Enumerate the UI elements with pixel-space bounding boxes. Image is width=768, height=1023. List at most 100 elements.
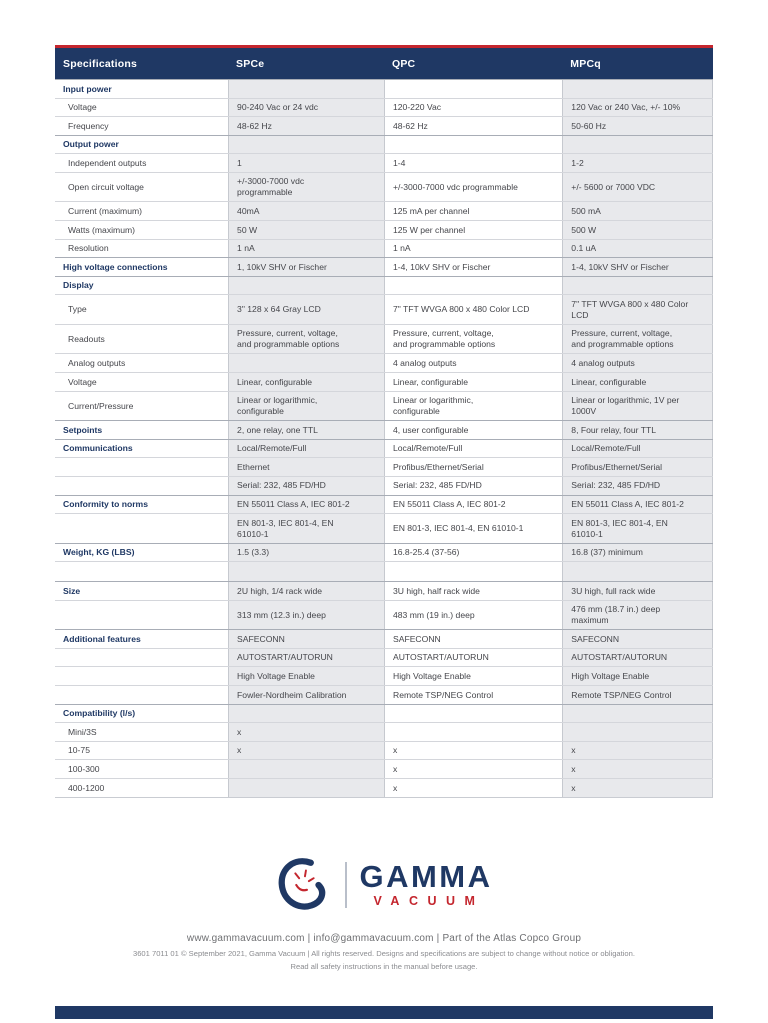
table-row: Voltage 90-240 Vac or 24 vdc 120-220 Vac 12… [55,97,713,117]
spec-value: 40mA [228,202,384,221]
spec-value: 3U high, full rack wide [562,582,713,600]
column-header-specifications: Specifications [63,57,137,70]
spec-value: Serial: 232, 485 FD/HD [383,476,562,495]
gamma-vacuum-logo-icon [279,858,326,910]
spec-label [55,601,228,630]
spec-value: 483 mm (19 in.) deep [383,600,562,630]
spec-value: 50 W [228,221,384,239]
spec-value: 500 mA [562,202,713,221]
spec-label [55,649,228,667]
spec-value: 48-62 Hz [228,117,384,135]
footer-copyright-line: 3601 7011 01 © September 2021, Gamma Vac… [132,949,635,958]
spec-value [228,779,384,797]
table-row: High voltage connections 1, 10kV SHV or F… [55,257,713,276]
table-row [55,561,713,582]
table-row: Open circuit voltage +/-3000-7000 vdc pro… [55,171,713,202]
spec-value: Linear or logarithmic, configurable [383,391,562,421]
spec-value: 1-4, 10kV SHV or Fischer [383,258,562,276]
table-row: Current/Pressure Linear or logarithmic, c… [55,390,713,421]
spec-value: EN 55011 Class A, IEC 801-2 [383,495,562,514]
table-row: Resolution 1 nA 1 nA 0.1 uA [55,238,713,258]
spec-label: Current (maximum) [68,206,143,217]
spec-value [562,276,713,295]
spec-value: EN 801-3, IEC 801-4, EN 61010-1 [383,514,562,543]
spec-label: Output power [63,139,119,150]
spec-value: +/-3000-7000 vdc programmable [383,172,562,202]
spec-value: 4, user configurable [383,421,562,439]
footer-safety-line: Read all safety instructions in the manu… [290,962,478,971]
spec-value [228,80,384,98]
spec-label: Size [63,585,81,596]
spec-label [55,514,228,543]
table-row: Input power [55,79,713,98]
spec-value: x [383,741,562,760]
table-row: 313 mm (12.3 in.) deep 483 mm (19 in.) de… [55,599,713,630]
table-row: Additional features SAFECONN SAFECONN SAFEC… [55,629,713,648]
spec-value: SAFECONN [228,630,384,648]
spec-value [228,562,384,582]
page-footer: www.gammavacuum.com | info@gammavacuum.c… [0,933,768,971]
spec-value [383,135,562,154]
spec-value: AUTOSTART/AUTORUN [562,648,713,667]
table-row: Analog outputs 4 analog outputs 4 analog o… [55,353,713,373]
spec-label: Conformity to norms [63,499,148,510]
logo-divider [345,862,348,908]
spec-value [562,80,713,98]
spec-value: Pressure, current, voltage, and programm… [383,324,562,354]
table-row: Compatibility (l/s) [55,703,713,723]
spec-value: 500 W [562,221,713,239]
spec-value [562,562,713,582]
spec-label [55,458,228,476]
spec-value: +/- 5600 or 7000 VDC [562,172,713,202]
spec-value: 1 nA [228,239,384,258]
spec-value: High Voltage Enable [562,667,713,686]
spec-value [228,135,384,154]
spec-value: Linear, configurable [383,373,562,391]
spec-value: 7" TFT WVGA 800 x 480 Color LCD [383,295,562,324]
spec-label: Open circuit voltage [68,181,144,192]
footer-contact-line: www.gammavacuum.com | info@gammavacuum.c… [186,933,582,944]
spec-value [228,354,384,373]
spec-value: 3" 128 x 64 Gray LCD [228,295,384,324]
spec-label: Input power [63,83,112,94]
table-row: Mini/3S x [55,722,713,741]
spec-value [562,723,713,741]
spec-label: 10-75 [68,745,90,756]
spec-value: EN 55011 Class A, IEC 801-2 [228,495,384,514]
spec-value [228,704,384,723]
spec-label: 400-1200 [68,782,105,793]
spec-value: Local/Remote/Full [562,439,713,458]
spec-label: Frequency [68,120,109,131]
spec-value: High Voltage Enable [383,667,562,686]
spec-value [383,276,562,295]
spec-value: x [228,741,384,760]
column-header-qpc: QPC [391,57,416,70]
table-row: High Voltage Enable High Voltage Enable Hi… [55,666,713,686]
spec-label: Weight, KG (LBS) [63,547,135,558]
spec-label: Setpoints [63,424,103,435]
table-row: Independent outputs 1 1-4 1-2 [55,153,713,172]
spec-value: 476 mm (18.7 in.) deep maximum [562,600,713,630]
table-row: Frequency 48-62 Hz 48-62 Hz 50-60 Hz [55,116,713,135]
spec-value: 2, one relay, one TTL [228,421,384,439]
spec-value: Serial: 232, 485 FD/HD [562,476,713,495]
spec-label: High voltage connections [63,261,168,272]
table-row: Size 2U high, 1/4 rack wide 3U high, half … [55,581,713,600]
table-row: Voltage Linear, configurable Linear, confi… [55,372,713,391]
spec-label: Additional features [63,633,141,644]
spec-value: EN 801-3, IEC 801-4, EN 61010-1 [562,514,713,543]
spec-value: 1-2 [562,154,713,172]
spec-value: 7" TFT WVGA 800 x 480 Color LCD [562,295,713,324]
spec-value: 125 mA per channel [383,202,562,221]
spec-value: Linear, configurable [228,373,384,391]
spec-value: 8, Four relay, four TTL [562,421,713,439]
spec-value: AUTOSTART/AUTORUN [228,648,384,667]
spec-value: 90-240 Vac or 24 vdc [228,98,384,117]
table-row: Serial: 232, 485 FD/HD Serial: 232, 485 F… [55,475,713,495]
spec-value: Local/Remote/Full [228,439,384,458]
logo-wordmark-gamma: GAMMA [359,859,493,894]
table-row: Output power [55,134,713,154]
spec-value: Remote TSP/NEG Control [562,686,713,704]
spec-value: Linear or logarithmic, 1V per 1000V [562,391,713,421]
spec-value: 120-220 Vac [383,98,562,117]
